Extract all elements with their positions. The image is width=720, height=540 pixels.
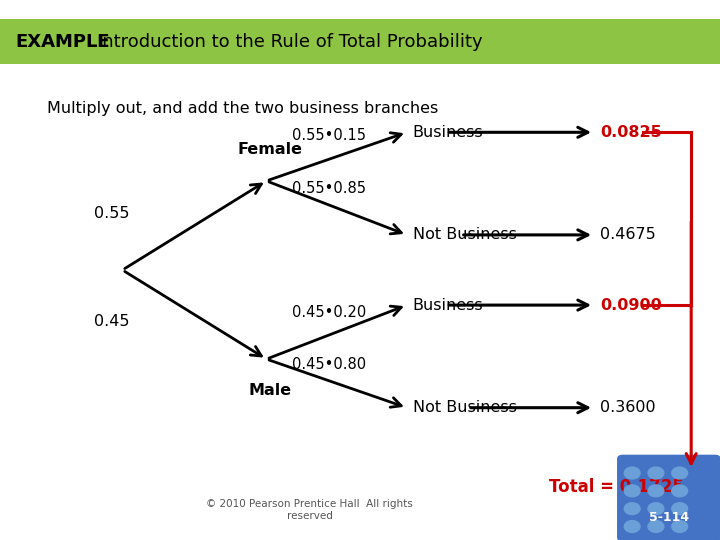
Text: 0.3600: 0.3600 [600,400,655,415]
Circle shape [624,485,640,497]
Text: Multiply out, and add the two business branches: Multiply out, and add the two business b… [47,100,438,116]
Bar [0,19,720,64]
Circle shape [624,521,640,532]
Text: Not Business: Not Business [413,227,516,242]
Circle shape [648,485,664,497]
Circle shape [672,467,688,479]
Text: Male: Male [248,383,292,399]
Text: 0.55: 0.55 [94,206,130,221]
Circle shape [624,503,640,515]
Text: Business: Business [413,298,483,313]
Text: 0.4675: 0.4675 [600,227,655,242]
Text: EXAMPLE: EXAMPLE [16,32,110,51]
Text: 5-114: 5-114 [649,511,689,524]
Circle shape [648,521,664,532]
Text: 0.0825: 0.0825 [600,125,662,140]
Circle shape [672,503,688,515]
Text: Introduction to the Rule of Total Probability: Introduction to the Rule of Total Probab… [97,32,483,51]
Text: Female: Female [238,141,302,157]
Text: 0.0900: 0.0900 [600,298,662,313]
Circle shape [624,467,640,479]
FancyBboxPatch shape [617,455,720,540]
Text: 0.55•0.85: 0.55•0.85 [292,181,366,196]
Circle shape [648,467,664,479]
Text: 0.45: 0.45 [94,314,130,329]
Text: Business: Business [413,125,483,140]
Circle shape [648,503,664,515]
Text: 0.55•0.15: 0.55•0.15 [292,128,366,143]
Circle shape [672,485,688,497]
Text: Total = 0.1725: Total = 0.1725 [549,478,684,496]
Text: 0.45•0.20: 0.45•0.20 [292,305,366,320]
Circle shape [672,521,688,532]
Text: 0.45•0.80: 0.45•0.80 [292,356,366,372]
Text: Not Business: Not Business [413,400,516,415]
Text: © 2010 Pearson Prentice Hall  All rights
reserved: © 2010 Pearson Prentice Hall All rights … [206,499,413,521]
